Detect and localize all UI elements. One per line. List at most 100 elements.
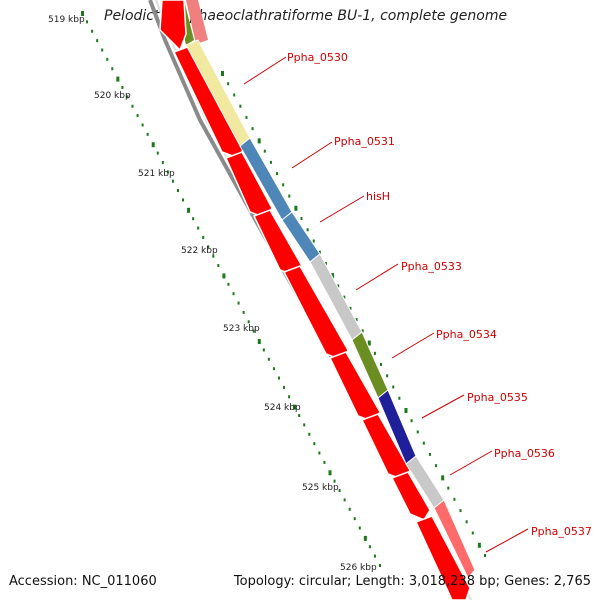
- gene-label[interactable]: Ppha_0535: [467, 391, 528, 404]
- feature-top-pink: [186, 0, 208, 44]
- tick-mark: [239, 104, 242, 108]
- leader-line: [421, 394, 465, 419]
- gene-label[interactable]: Ppha_0533: [401, 260, 462, 273]
- tick-mark: [116, 76, 120, 82]
- gene-label[interactable]: Ppha_0534: [436, 328, 497, 341]
- red-cds-track: [159, 0, 471, 600]
- tick-mark: [251, 127, 254, 131]
- tick-mark: [276, 172, 279, 176]
- kbp-tick-label: 521 kbp: [138, 169, 175, 179]
- tick-mark: [283, 385, 286, 389]
- tick-mark: [247, 320, 250, 324]
- tick-mark: [447, 486, 450, 490]
- tick-mark: [282, 183, 285, 187]
- kbp-tick-label: 519 kbp: [48, 15, 85, 25]
- tick-mark: [227, 82, 230, 86]
- tick-mark: [111, 67, 114, 71]
- tick-mark: [91, 29, 94, 33]
- tick-mark: [484, 554, 486, 557]
- red-cds-arrow: [414, 515, 471, 600]
- tick-mark: [182, 198, 185, 202]
- gene-track: [185, 39, 476, 579]
- tick-mark: [233, 93, 236, 97]
- tick-mark: [380, 363, 383, 367]
- tick-mark: [232, 292, 235, 296]
- tick-mark: [300, 217, 303, 221]
- tick-mark: [313, 442, 316, 446]
- tick-mark: [141, 123, 144, 127]
- tick-mark: [237, 301, 240, 305]
- tick-mark: [106, 57, 109, 61]
- tick-mark: [187, 207, 191, 213]
- gene-label[interactable]: Ppha_0537: [531, 525, 592, 538]
- tick-mark: [171, 179, 174, 183]
- leader-line: [485, 528, 529, 553]
- tick-mark: [367, 340, 371, 346]
- tick-mark: [101, 48, 104, 52]
- tick-mark: [126, 95, 129, 99]
- tick-mark: [428, 452, 431, 456]
- tick-mark: [331, 273, 335, 279]
- tick-mark: [323, 460, 326, 464]
- tick-mark: [151, 142, 155, 148]
- tick-mark: [441, 475, 445, 481]
- kbp-tick-label: 520 kbp: [94, 91, 131, 101]
- tick-mark: [459, 509, 462, 513]
- gene-label[interactable]: Ppha_0530: [287, 51, 348, 64]
- tick-mark: [257, 339, 261, 345]
- tick-mark: [435, 464, 438, 468]
- tick-mark: [416, 430, 419, 434]
- kbp-tick-label: 522 kbp: [181, 246, 218, 256]
- gene-label[interactable]: Ppha_0531: [334, 135, 395, 148]
- tick-mark: [212, 254, 215, 258]
- gene-segment: [433, 499, 476, 579]
- tick-mark: [131, 104, 134, 108]
- tick-mark: [404, 407, 408, 413]
- tick-mark: [422, 441, 425, 445]
- tick-mark: [348, 507, 351, 511]
- tick-mark: [324, 261, 327, 265]
- tick-mark: [207, 245, 210, 249]
- leader-line: [449, 450, 493, 476]
- tick-mark: [257, 138, 261, 144]
- leader-line: [243, 56, 287, 85]
- tick-mark: [277, 376, 280, 380]
- tick-mark: [343, 498, 346, 502]
- tick-mark: [368, 545, 371, 549]
- tick-mark: [217, 264, 220, 268]
- tick-mark: [81, 11, 84, 16]
- red-cds-arrow: [159, 0, 187, 52]
- kbp-tick-label: 526 kbp: [340, 563, 377, 573]
- tick-mark: [221, 71, 224, 76]
- tick-mark: [318, 250, 321, 254]
- kbp-tick-label: 523 kbp: [223, 324, 260, 334]
- tick-mark: [355, 318, 358, 322]
- tick-mark: [192, 217, 195, 221]
- tick-mark: [176, 189, 179, 193]
- kbp-tick-label: 525 kbp: [302, 483, 339, 493]
- gene-label[interactable]: hisH: [366, 190, 390, 203]
- tick-mark: [245, 115, 248, 119]
- tick-mark: [202, 235, 205, 239]
- leader-line: [391, 332, 435, 359]
- gene-label[interactable]: Ppha_0536: [494, 447, 555, 460]
- tick-mark: [337, 284, 340, 288]
- tick-mark: [156, 151, 159, 155]
- tick-mark: [262, 348, 265, 352]
- tick-mark: [288, 194, 291, 198]
- genome-summary-text: Topology: circular; Length: 3,018,238 bp…: [233, 574, 591, 589]
- tick-mark: [293, 404, 297, 410]
- tick-mark: [318, 451, 321, 455]
- tick-mark: [349, 306, 352, 310]
- tick-mark: [272, 367, 275, 371]
- leader-line: [291, 141, 333, 169]
- accession-text: Accession: NC_011060: [9, 574, 157, 589]
- inner-dot-ring: [81, 11, 381, 567]
- tick-mark: [398, 396, 401, 400]
- tick-mark: [96, 39, 99, 43]
- red-cds-arrow: [390, 471, 431, 521]
- tick-mark: [338, 489, 341, 493]
- tick-mark: [373, 351, 376, 355]
- tick-mark: [269, 160, 272, 164]
